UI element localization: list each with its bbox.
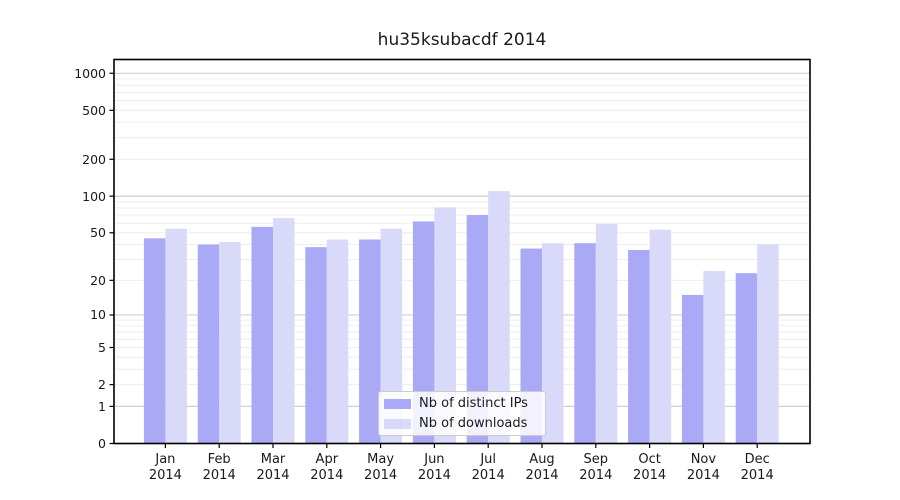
y-axis-tick-label: 20 (90, 272, 106, 288)
x-axis-tick-label: Sep 2014 (579, 452, 613, 483)
chart-title: hu35ksubacdf 2014 (377, 30, 547, 50)
bar-nov-downloads (703, 270, 725, 444)
y-axis-tick-label: 100 (82, 188, 106, 204)
y-axis-tick-label: 1 (98, 398, 106, 414)
bar-aug-downloads (542, 243, 564, 444)
bar-apr-distinct-ips (305, 247, 327, 444)
axes-frame (113, 58, 811, 445)
x-axis-tick-label: Jan 2014 (148, 452, 182, 483)
legend-label-downloads: Nb of downloads (419, 416, 528, 431)
bar-jun-downloads (434, 207, 456, 444)
x-axis-tick-label: Dec 2014 (740, 452, 774, 483)
bar-apr-downloads (326, 239, 349, 444)
bar-jul-downloads (488, 191, 510, 444)
bar-sep-distinct-ips (574, 243, 596, 444)
y-axis-tick-label: 2 (98, 377, 106, 393)
x-axis-tick-label: May 2014 (364, 452, 398, 483)
bar-may-downloads (380, 228, 403, 444)
x-axis-tick-label: Apr 2014 (310, 452, 344, 483)
legend-row-downloads: Nb of downloads (384, 416, 537, 431)
bar-jul-distinct-ips (466, 215, 489, 444)
y-axis-tick-label: 1000 (74, 65, 106, 81)
bar-feb-downloads (219, 241, 241, 444)
x-axis-tick-label: Jun 2014 (417, 452, 451, 483)
legend-swatch-downloads-icon (384, 418, 411, 429)
bar-oct-distinct-ips (628, 249, 650, 444)
y-axis-tick-label: 500 (82, 102, 106, 118)
x-axis-tick-label: Feb 2014 (202, 452, 236, 483)
bar-sep-downloads (595, 224, 618, 444)
y-axis-tick-label: 0 (98, 436, 106, 451)
bar-mar-distinct-ips (251, 226, 273, 444)
x-axis-tick-label: Jul 2014 (471, 452, 505, 483)
legend-label-distinct-ips: Nb of distinct IPs (419, 396, 528, 411)
legend-swatch-distinct-ips-icon (384, 398, 411, 409)
bar-jan-distinct-ips (143, 238, 166, 444)
bar-nov-distinct-ips (681, 294, 704, 444)
bar-jan-downloads (165, 228, 187, 444)
y-axis-tick-label: 5 (98, 339, 106, 355)
bar-may-distinct-ips (359, 239, 381, 444)
x-axis-tick-label: Mar 2014 (256, 452, 290, 483)
bar-dec-distinct-ips (735, 273, 758, 444)
bar-dec-downloads (757, 244, 779, 444)
legend: Nb of distinct IPs Nb of downloads (378, 391, 546, 436)
bar-jun-distinct-ips (412, 221, 435, 444)
bar-feb-distinct-ips (197, 244, 220, 444)
y-axis-tick-label: 200 (82, 151, 106, 167)
y-axis-tick-label: 50 (90, 225, 106, 241)
legend-row-distinct-ips: Nb of distinct IPs (384, 396, 537, 411)
x-axis-tick-label: Nov 2014 (686, 452, 720, 483)
x-axis-tick-label: Oct 2014 (633, 452, 667, 483)
y-axis-tick-label: 10 (90, 307, 106, 323)
x-axis-tick-label: Aug 2014 (525, 452, 559, 483)
bar-mar-downloads (273, 218, 295, 444)
bar-oct-downloads (649, 229, 672, 444)
